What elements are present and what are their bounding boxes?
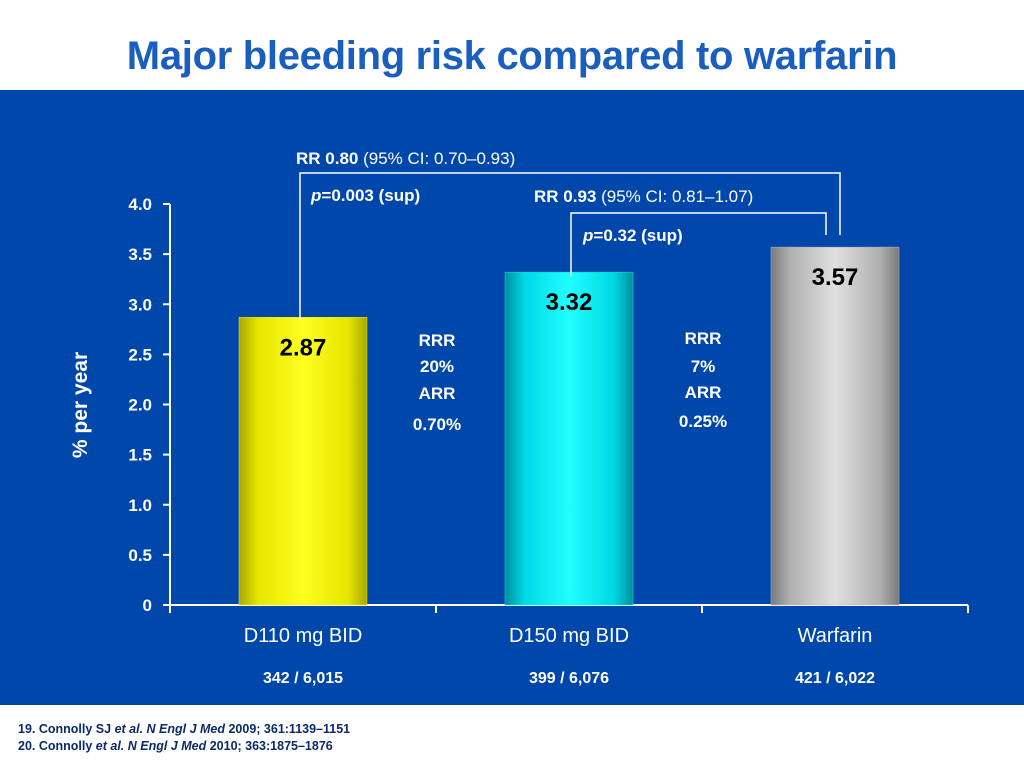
comparison-1-bracket xyxy=(299,172,841,320)
y-tick-label: 0.5 xyxy=(128,546,152,565)
reduction-1-line-1: RRR xyxy=(419,331,456,350)
slide-title: Major bleeding risk compared to warfarin xyxy=(126,34,898,78)
reduction-2-line-2: 7% xyxy=(691,357,716,376)
comparison-1-rr-value: RR 0.80 xyxy=(296,149,358,168)
comparison-2-rr: RR 0.93 (95% CI: 0.81–1.07) xyxy=(534,187,753,206)
comparison-1-p-value: =0.003 (sup) xyxy=(321,186,420,205)
x-category-label: D150 mg BID xyxy=(509,625,629,647)
reduction-1-line-3: ARR xyxy=(419,384,456,403)
bar-2-value-label: 3.32 xyxy=(546,289,593,316)
reduction-annotation-2: RRR 7% ARR 0.25% xyxy=(679,329,727,431)
x-events-label: 342 / 6,015 xyxy=(263,670,343,687)
reduction-2-line-1: RRR xyxy=(685,329,722,348)
bar-1 xyxy=(238,317,368,606)
comparison-2-rr-value: RR 0.93 xyxy=(534,187,596,206)
y-tick-label: 2.0 xyxy=(128,396,152,415)
reference-2-citation: 2010; 363:1875–1876 xyxy=(206,739,333,753)
x-category-label: Warfarin xyxy=(798,625,873,647)
reference-2: 20. Connolly et al. N Engl J Med 2010; 3… xyxy=(18,738,350,755)
y-tick-label: 2.5 xyxy=(128,345,152,364)
comparison-2-p-value: =0.32 (sup) xyxy=(593,226,682,245)
reference-2-journal: et al. N Engl J Med xyxy=(95,739,207,753)
reduction-1-line-4: 0.70% xyxy=(413,415,461,434)
bar-1-value-label: 2.87 xyxy=(280,334,327,361)
reference-1-citation: 2009; 361:1139–1151 xyxy=(225,722,351,736)
references: 19. Connolly SJ et al. N Engl J Med 2009… xyxy=(18,721,350,755)
x-category-label: D110 mg BID xyxy=(244,625,363,647)
comparison-2-bracket xyxy=(570,212,827,276)
bar-3 xyxy=(770,246,900,606)
comparison-1-rr: RR 0.80 (95% CI: 0.70–0.93) xyxy=(296,149,515,168)
y-tick-label: 3.5 xyxy=(128,245,152,264)
reduction-2-line-3: ARR xyxy=(685,383,722,402)
comparison-2-ci: (95% CI: 0.81–1.07) xyxy=(596,187,753,206)
reference-2-author: 20. Connolly xyxy=(18,739,96,753)
y-tick-label: 3.0 xyxy=(128,295,152,314)
y-tick-label: 1.5 xyxy=(128,446,152,465)
bar-3-value-label: 3.57 xyxy=(812,264,859,291)
y-tick-label: 0 xyxy=(143,596,152,615)
comparison-1-p-symbol: p xyxy=(310,186,321,205)
comparison-1-p: p=0.003 (sup) xyxy=(310,186,420,205)
reference-1-journal: et al. N Engl J Med xyxy=(114,722,225,736)
x-events-label: 421 / 6,022 xyxy=(795,670,875,687)
reference-1-author: 19. Connolly SJ xyxy=(18,722,115,736)
y-tick-label: 1.0 xyxy=(128,496,152,515)
x-events-label: 399 / 6,076 xyxy=(529,670,609,687)
y-tick-label: 4.0 xyxy=(128,195,152,214)
bar-2 xyxy=(504,271,634,606)
comparison-1-ci: (95% CI: 0.70–0.93) xyxy=(358,149,515,168)
comparison-2-p-symbol: p xyxy=(582,226,593,245)
reduction-2-line-4: 0.25% xyxy=(679,412,727,431)
reference-1: 19. Connolly SJ et al. N Engl J Med 2009… xyxy=(18,721,350,738)
y-axis-label: % per year xyxy=(69,352,92,458)
reduction-annotation-1: RRR 20% ARR 0.70% xyxy=(413,331,461,434)
comparison-2-p: p=0.32 (sup) xyxy=(582,226,683,245)
reduction-1-line-2: 20% xyxy=(420,357,454,376)
